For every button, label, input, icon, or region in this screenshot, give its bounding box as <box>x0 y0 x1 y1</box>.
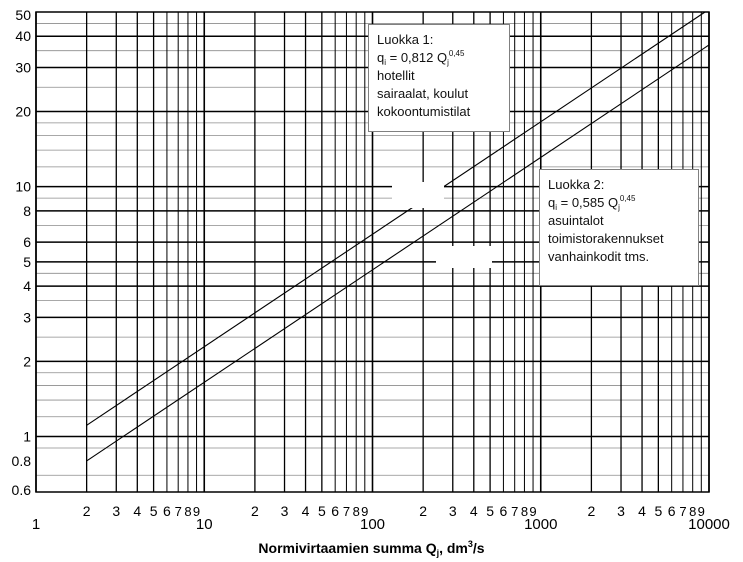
x-minor-tick-label: 8 <box>521 504 528 519</box>
annotation-luokka-1: Luokka 1: qi = 0,812 Qj0,45 hotellit sai… <box>368 24 510 132</box>
x-major-tick-label: 1000 <box>524 516 557 533</box>
x-minor-tick-label: 5 <box>654 503 662 519</box>
x-minor-tick-label: 9 <box>193 504 200 519</box>
x-minor-tick-label: 2 <box>83 503 91 519</box>
x-minor-tick-label: 4 <box>638 503 646 519</box>
x-major-tick-label: 100 <box>360 516 385 533</box>
x-minor-tick-label: 4 <box>133 503 141 519</box>
x-major-tick-label: 10000 <box>688 516 730 533</box>
grid-gap-lower <box>436 246 492 268</box>
x-major-tick-label: 1 <box>32 516 40 533</box>
y-tick-label: 20 <box>15 103 31 119</box>
grid-gap-upper <box>392 182 444 208</box>
y-tick-label: 1 <box>23 429 31 445</box>
x-minor-tick-label: 2 <box>587 503 595 519</box>
x-minor-tick-label: 7 <box>175 504 182 519</box>
series-lines <box>86 11 710 462</box>
x-minor-tick-label: 6 <box>331 503 339 519</box>
x-axis-label: Normivirtaamien summa Qj, dm3/s <box>258 539 485 558</box>
series-line-1 <box>86 11 706 426</box>
x-minor-tick-label: 6 <box>163 503 171 519</box>
y-tick-label: 40 <box>15 28 31 44</box>
x-minor-tick-label: 3 <box>281 503 289 519</box>
annotation-1-line: hotellit <box>377 68 415 83</box>
annotation-1-line: kokoontumistilat <box>377 104 471 119</box>
x-minor-tick-label: 9 <box>529 504 536 519</box>
x-minor-tick-label: 4 <box>470 503 478 519</box>
y-tick-label: 6 <box>23 234 31 250</box>
y-tick-label: 3 <box>23 309 31 325</box>
x-minor-tick-label: 9 <box>698 504 705 519</box>
x-minor-tick-label: 8 <box>353 504 360 519</box>
annotation-2-line: asuintalot <box>548 213 604 228</box>
x-minor-tick-label: 8 <box>184 504 191 519</box>
annotation-luokka-2: Luokka 2: qi = 0,585 Qj0,45 asuintalot t… <box>539 169 699 286</box>
y-tick-label: 30 <box>15 59 31 75</box>
x-major-tick-label: 10 <box>196 516 213 533</box>
annotation-1-formula: qi = 0,812 Qj0,45 <box>377 49 465 67</box>
y-tick-label: 5 <box>23 254 31 270</box>
x-minor-tick-label: 5 <box>318 503 326 519</box>
x-minor-tick-label: 5 <box>150 503 158 519</box>
y-tick-label: 10 <box>15 179 31 195</box>
y-tick-label: 8 <box>23 203 31 219</box>
y-tick-labels: 0.6 0.8 1 2 3 4 5 6 8 10 20 30 40 50 <box>12 7 32 498</box>
x-minor-tick-label: 3 <box>112 503 120 519</box>
x-minor-tick-label: 5 <box>486 503 494 519</box>
y-tick-label: 50 <box>15 7 31 23</box>
y-tick-label: 4 <box>23 278 31 294</box>
x-minor-tick-label: 2 <box>419 503 427 519</box>
x-minor-tick-label: 7 <box>679 504 686 519</box>
annotation-2-line: toimistorakennukset <box>548 231 664 246</box>
annotation-2-title: Luokka 2: <box>548 177 605 192</box>
x-minor-tick-label: 7 <box>511 504 518 519</box>
y-tick-label: 0.8 <box>12 453 32 469</box>
series-line-2 <box>86 44 710 462</box>
plot-frame <box>35 11 710 493</box>
x-minor-tick-label: 9 <box>361 504 368 519</box>
x-minor-tick-label: 2 <box>251 503 259 519</box>
y-tick-label: 0.6 <box>12 482 32 498</box>
y-tick-label: 2 <box>23 353 31 369</box>
annotation-2-line: vanhainkodit tms. <box>548 249 650 264</box>
annotation-1-title: Luokka 1: <box>377 32 434 47</box>
x-minor-tick-label: 8 <box>689 504 696 519</box>
x-minor-tick-label: 4 <box>302 503 310 519</box>
x-minor-tick-label: 6 <box>668 503 676 519</box>
annotation-1-line: sairaalat, koulut <box>377 86 469 101</box>
x-minor-tick-label: 6 <box>500 503 508 519</box>
x-minor-tick-label: 3 <box>449 503 457 519</box>
x-minor-tick-label: 7 <box>343 504 350 519</box>
x-minor-tick-label: 3 <box>617 503 625 519</box>
annotation-2-formula: qi = 0,585 Qj0,45 <box>548 194 636 212</box>
